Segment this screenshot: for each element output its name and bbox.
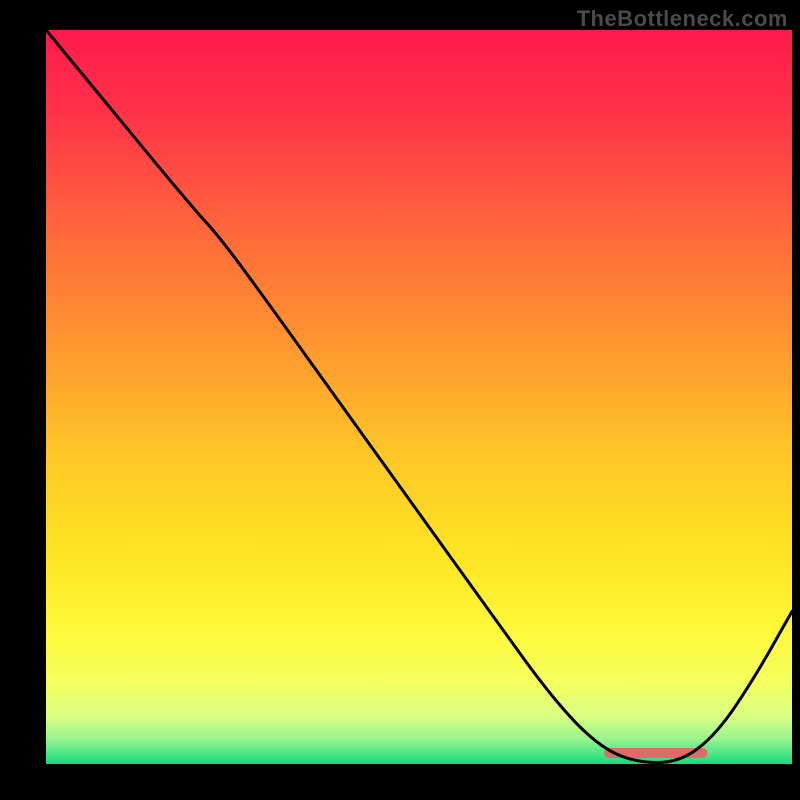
plot-svg xyxy=(46,30,792,764)
watermark-text: TheBottleneck.com xyxy=(577,6,788,32)
heatmap-plot xyxy=(46,30,792,764)
gradient-background xyxy=(46,30,792,764)
stage: TheBottleneck.com xyxy=(0,0,800,800)
